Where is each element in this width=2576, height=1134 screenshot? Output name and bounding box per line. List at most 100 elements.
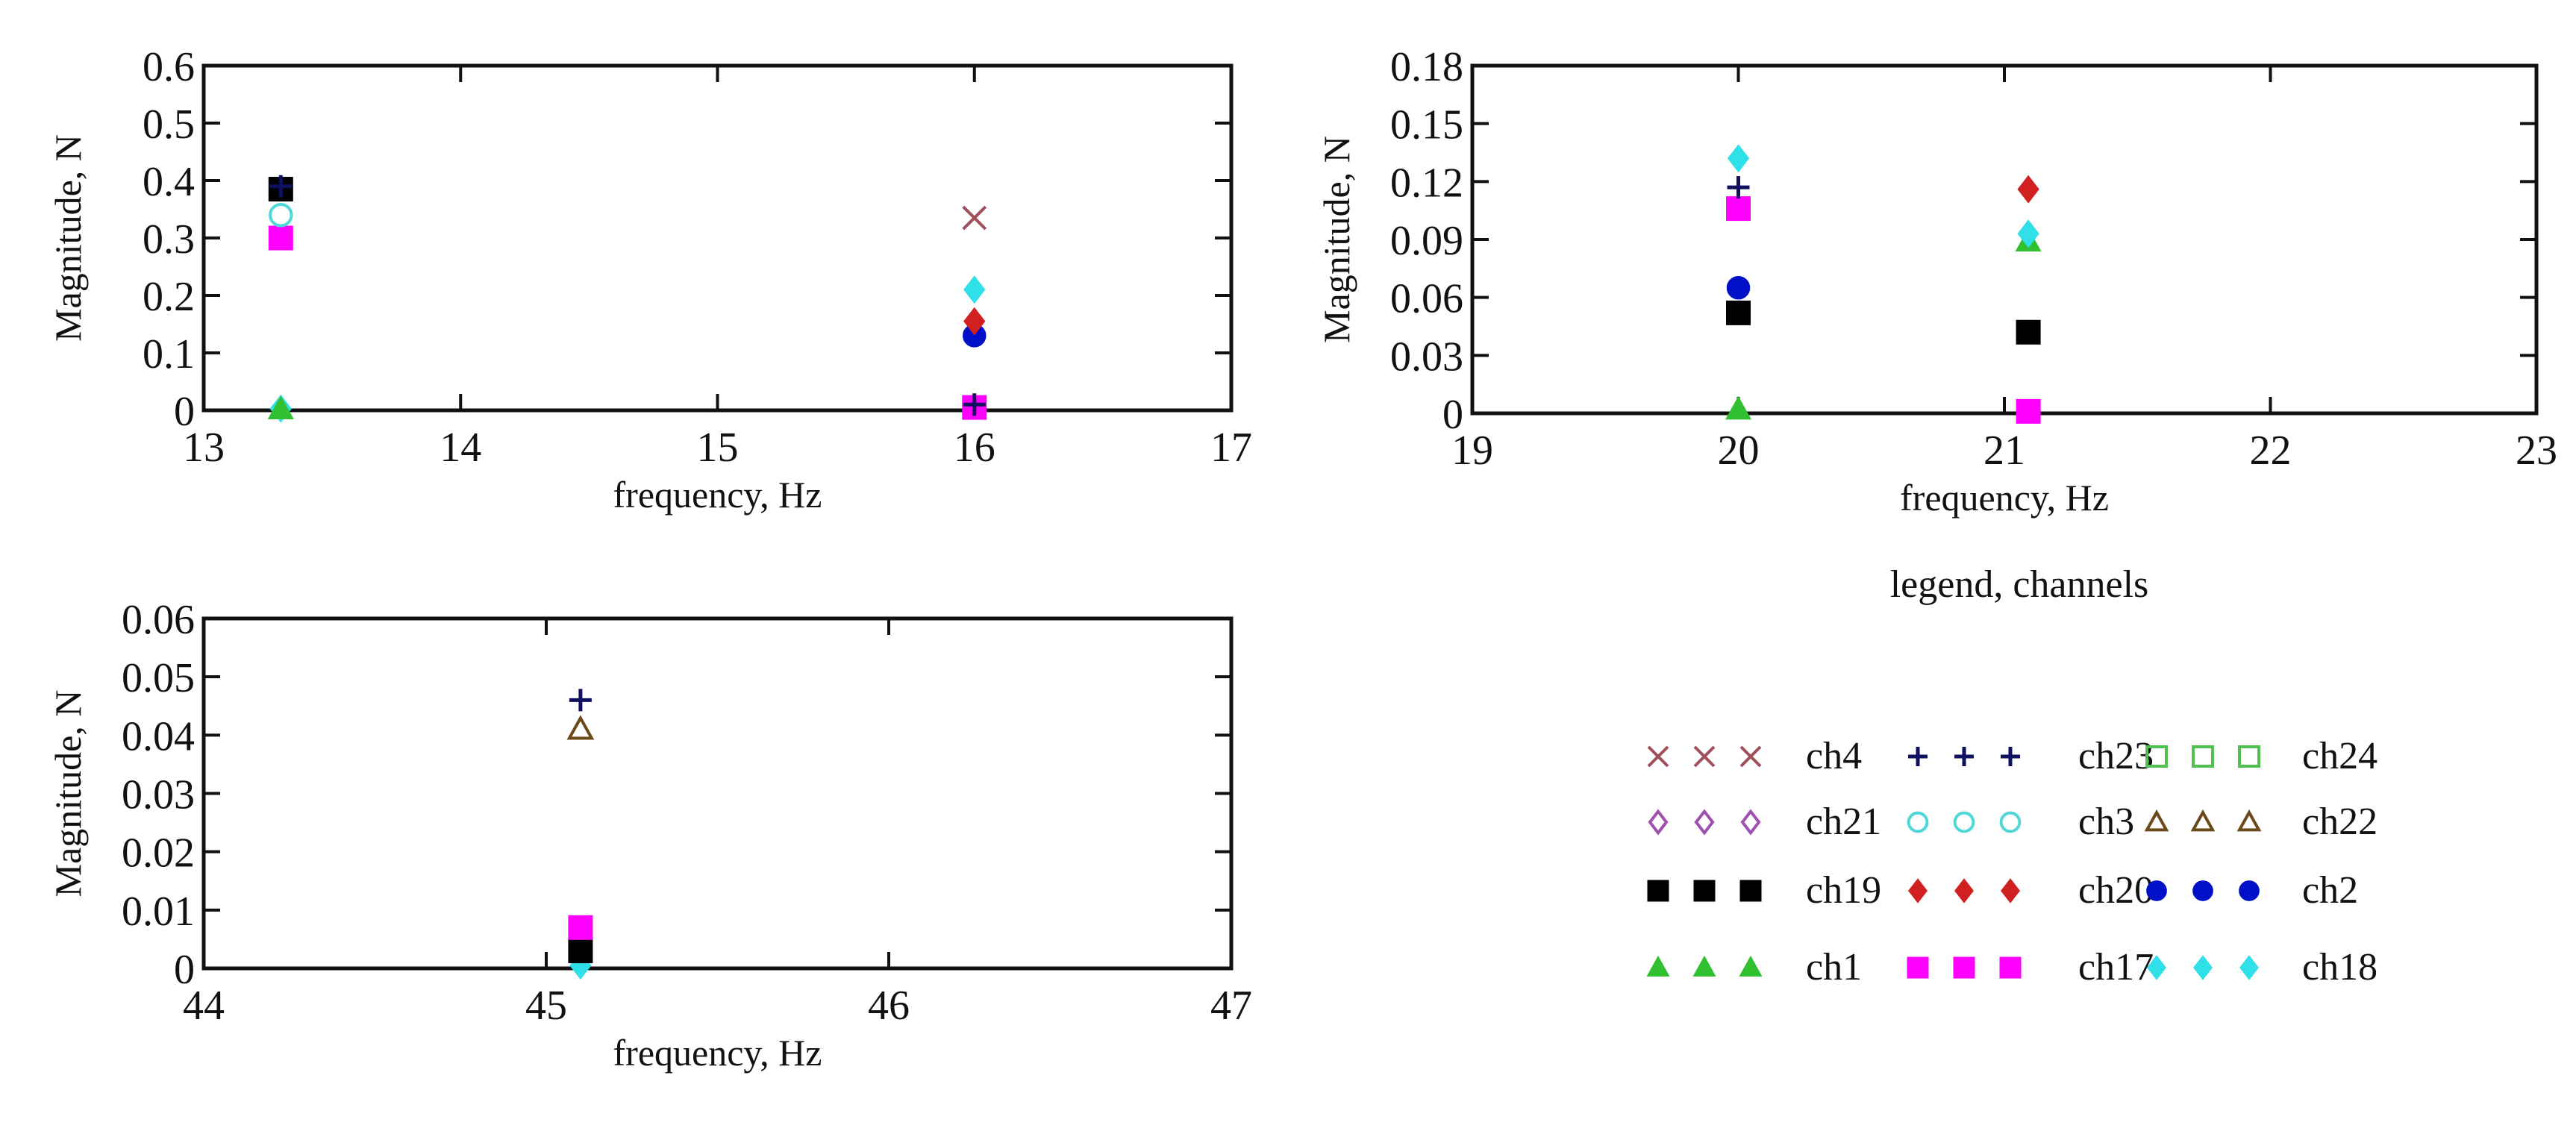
legend-item-ch21: ch21 — [1648, 801, 1881, 843]
legend-marker-ch17 — [1999, 956, 2022, 979]
y-axis-label: Magnitude, N — [47, 690, 89, 898]
legend-marker-ch22 — [2144, 809, 2169, 832]
legend-marker-ch17 — [1907, 956, 1929, 979]
y-tick-label: 0.15 — [1390, 102, 1463, 148]
legend-marker-ch21 — [1694, 809, 1715, 836]
x-tick-label: 22 — [2250, 427, 2292, 474]
chart-2: 19 20 21 22 23 0 0.03 0.06 0.09 0.12 0.15 0.18 frequ… — [1316, 44, 2557, 519]
legend-item-ch23: ch23 — [1908, 735, 2154, 777]
legend-marker-ch24 — [2238, 745, 2260, 768]
y-tick-label: 0.03 — [1390, 333, 1463, 380]
point-ch1 — [267, 395, 294, 419]
legend-marker-ch1 — [1646, 955, 1670, 977]
legend-item-ch2: ch2 — [2146, 869, 2358, 912]
legend-marker-ch23 — [1954, 747, 1974, 766]
legend-label: ch20 — [2078, 869, 2154, 912]
x-tick-label: 19 — [1451, 427, 1493, 474]
x-tick-label: 23 — [2516, 427, 2557, 474]
legend-item-ch18: ch18 — [2147, 946, 2378, 989]
y-axis-label: Magnitude, N — [47, 134, 89, 342]
legend-marker-ch18 — [2147, 955, 2166, 980]
plot-frame — [201, 616, 1234, 971]
x-axis-label: frequency, Hz — [1900, 477, 2109, 519]
y-tick-label: 0.3 — [143, 216, 195, 263]
x-tick-label: 46 — [868, 983, 910, 1029]
y-tick-label: 0.04 — [122, 713, 195, 759]
legend-marker-ch24 — [2192, 745, 2214, 768]
chart-3: 44 45 46 47 0 0.01 0.02 0.03 0.04 0.05 0.06 frequen… — [47, 597, 1252, 1074]
point-ch23 — [963, 393, 986, 416]
point-ch17 — [1726, 196, 1751, 222]
y-tick-label: 0.09 — [1390, 218, 1463, 264]
y-tick-label: 0.12 — [1390, 160, 1463, 206]
legend-marker-ch17 — [1953, 956, 1975, 979]
x-tick-label: 14 — [440, 425, 481, 471]
legend-marker-ch1 — [1692, 955, 1716, 977]
x-tick-label: 15 — [697, 425, 739, 471]
point-ch3 — [269, 202, 293, 228]
legend-marker-ch21 — [1648, 809, 1669, 836]
y-tick-label: 0.02 — [122, 830, 195, 877]
y-tick-label: 0 — [174, 389, 195, 435]
point-ch4 — [962, 205, 987, 231]
legend-label: ch2 — [2302, 869, 2358, 912]
x-axis-label: frequency, Hz — [613, 474, 822, 516]
x-tick-label: 17 — [1210, 425, 1252, 471]
legend-item-ch20: ch20 — [1908, 869, 2154, 912]
legend-item-ch3: ch3 — [1907, 801, 2134, 843]
legend-item-ch4: ch4 — [1647, 735, 1862, 777]
legend-marker-ch2 — [2239, 880, 2260, 901]
legend-label: ch21 — [1806, 801, 1881, 843]
y-tick-label: 0.4 — [143, 159, 195, 205]
x-tick-label: 47 — [1210, 983, 1252, 1029]
y-tick-label: 0.6 — [143, 44, 195, 90]
legend-marker-ch20 — [2001, 878, 2020, 903]
legend-marker-ch2 — [2192, 880, 2213, 901]
legend-marker-ch21 — [1740, 809, 1761, 836]
legend-marker-ch3 — [1907, 811, 1929, 833]
legend-item-ch24: ch24 — [2145, 735, 2378, 777]
point-ch17 — [568, 915, 593, 940]
point-ch23 — [1727, 176, 1750, 199]
chart-1: 13 14 15 16 17 0 0.1 0.2 0.3 0.4 0.5 0.6 frequency, … — [47, 44, 1252, 516]
y-tick-label: 0 — [174, 947, 195, 993]
legend-item-ch19: ch19 — [1647, 869, 1881, 912]
legend-marker-ch4 — [1739, 745, 1762, 768]
legend-label: ch19 — [1806, 869, 1881, 912]
legend-marker-ch20 — [1954, 878, 1974, 903]
point-ch19 — [1726, 300, 1751, 325]
plot-frame — [201, 63, 1234, 413]
y-tick-label: 0.2 — [143, 274, 195, 320]
legend-label: ch23 — [2078, 735, 2154, 777]
y-tick-label: 0.5 — [143, 101, 195, 148]
legend-marker-ch1 — [1739, 955, 1763, 977]
x-tick-label: 21 — [1983, 427, 2025, 474]
y-tick-label: 0.01 — [122, 889, 195, 935]
legend-marker-ch24 — [2145, 745, 2168, 768]
point-ch18 — [2017, 219, 2039, 248]
legend-marker-ch4 — [1693, 745, 1716, 768]
x-tick-label: 13 — [183, 425, 225, 471]
legend-title: legend, channels — [1890, 563, 2149, 606]
legend-marker-ch3 — [1953, 811, 1975, 833]
legend-marker-ch20 — [1908, 878, 1928, 903]
legend-marker-ch19 — [1739, 880, 1762, 902]
legend-label: ch1 — [1806, 946, 1862, 989]
x-tick-label: 20 — [1718, 427, 1760, 474]
legend-marker-ch3 — [1999, 811, 2022, 833]
legend-label: ch3 — [2078, 801, 2134, 843]
point-ch23 — [569, 689, 592, 712]
legend-label: ch24 — [2302, 735, 2378, 777]
y-tick-label: 0.18 — [1390, 44, 1463, 90]
legend-item-ch1: ch1 — [1646, 946, 1862, 989]
y-tick-label: 0.05 — [122, 655, 195, 701]
point-ch20 — [2017, 175, 2039, 204]
point-ch2 — [1726, 275, 1751, 300]
point-ch17 — [268, 225, 293, 251]
point-ch1 — [1725, 395, 1752, 420]
legend: legend, channels ch4 ch23 ch24 ch21 ch3 ch22 c… — [1646, 563, 2378, 989]
point-ch18 — [1727, 144, 1750, 173]
point-ch18 — [963, 275, 986, 304]
legend-label: ch17 — [2078, 946, 2154, 989]
